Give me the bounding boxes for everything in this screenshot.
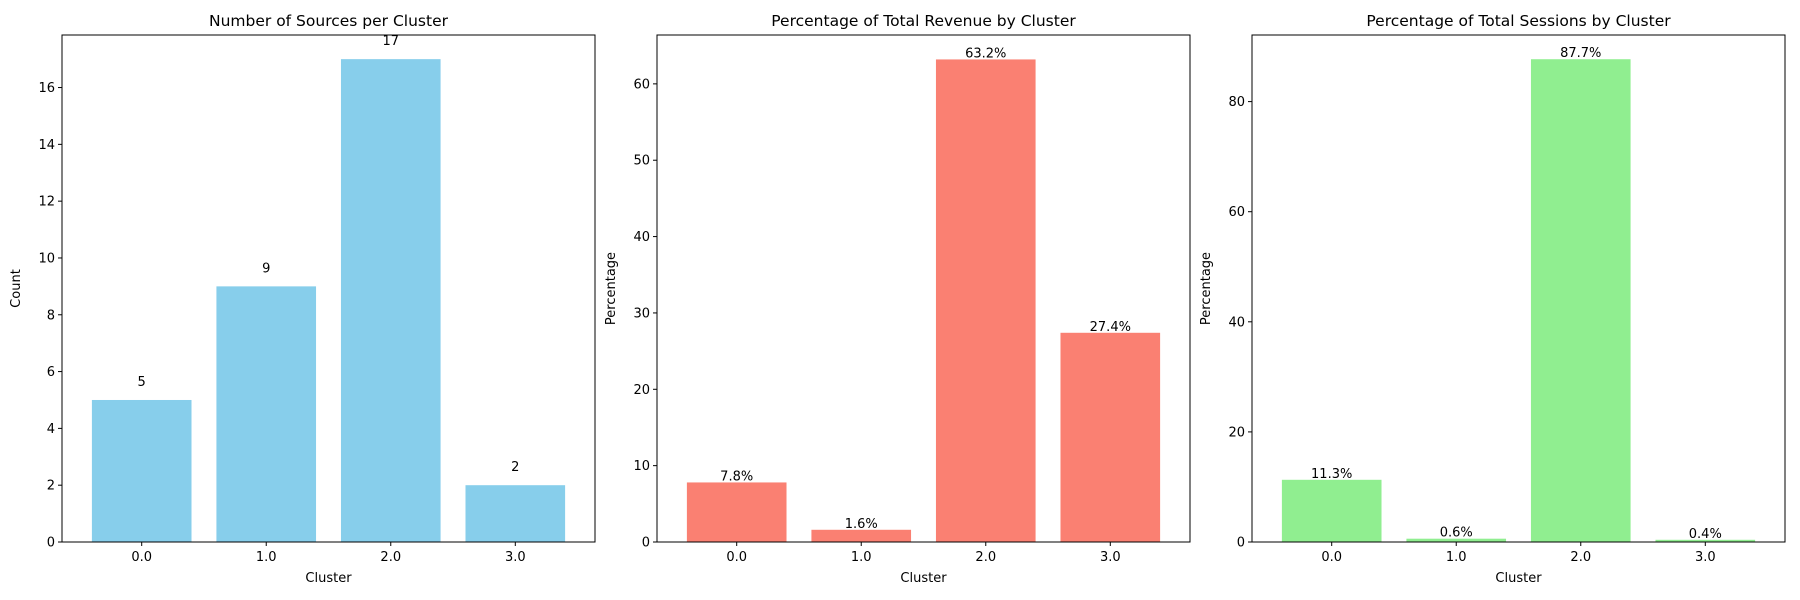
- bar-series: [1281, 59, 1756, 542]
- bar-cluster-3.0: [465, 485, 566, 542]
- y-axis-label: Count: [9, 269, 24, 308]
- y-tick-label: 20: [1228, 425, 1245, 440]
- bar-cluster-0.0: [1281, 479, 1382, 542]
- x-tick-label: 0.0: [726, 550, 747, 565]
- y-tick-label: 10: [633, 459, 650, 474]
- y-axis-ticks: 0 2 4 6 8 10 12 14 16: [38, 81, 62, 551]
- bar-value-label: 11.3%: [1311, 467, 1352, 482]
- bar-value-labels: 7.8% 1.6% 63.2% 27.4%: [720, 46, 1131, 531]
- chart-revenue-by-cluster: Percentage of Total Revenue by Cluster C…: [604, 12, 1191, 586]
- bar-value-label: 27.4%: [1090, 320, 1131, 335]
- y-tick-label: 0: [642, 536, 650, 551]
- chart-title: Percentage of Total Revenue by Cluster: [771, 12, 1076, 30]
- bar-cluster-1.0: [811, 529, 912, 542]
- x-tick-label: 3.0: [1100, 550, 1121, 565]
- bar-value-label: 0.6%: [1440, 526, 1473, 541]
- x-axis-ticks: 0.0 1.0 2.0 3.0: [726, 542, 1121, 565]
- bar-cluster-1.0: [1406, 538, 1507, 542]
- bar-value-label: 9: [262, 261, 270, 276]
- y-tick-label: 2: [47, 479, 55, 494]
- bar-cluster-2.0: [340, 59, 441, 543]
- y-tick-label: 6: [47, 365, 55, 380]
- y-tick-label: 12: [38, 195, 55, 210]
- y-tick-label: 20: [633, 383, 650, 398]
- x-axis-ticks: 0.0 1.0 2.0 3.0: [1321, 542, 1716, 565]
- chart-sessions-by-cluster: Percentage of Total Sessions by Cluster …: [1199, 12, 1786, 586]
- bar-value-label: 63.2%: [965, 46, 1006, 61]
- y-tick-label: 60: [1228, 205, 1245, 220]
- x-axis-label: Cluster: [305, 571, 352, 586]
- y-tick-label: 8: [47, 308, 55, 323]
- x-tick-label: 0.0: [131, 550, 152, 565]
- bar-cluster-0.0: [91, 399, 192, 542]
- bar-value-label: 17: [382, 34, 399, 49]
- x-tick-label: 2.0: [975, 550, 996, 565]
- bar-value-label: 2: [511, 460, 519, 475]
- y-axis-label: Percentage: [604, 252, 619, 325]
- y-axis-ticks: 0 20 40 60 80: [1228, 95, 1252, 551]
- x-tick-label: 3.0: [1695, 550, 1716, 565]
- y-tick-label: 0: [1237, 536, 1245, 551]
- x-tick-label: 1.0: [256, 550, 277, 565]
- bar-cluster-3.0: [1060, 332, 1161, 542]
- x-axis-label: Cluster: [900, 571, 947, 586]
- bar-cluster-2.0: [935, 59, 1036, 542]
- y-tick-label: 4: [47, 422, 55, 437]
- y-tick-label: 80: [1228, 95, 1245, 110]
- bar-value-labels: 11.3% 0.6% 87.7% 0.4%: [1311, 46, 1722, 542]
- x-tick-label: 1.0: [851, 550, 872, 565]
- y-tick-label: 40: [633, 230, 650, 245]
- bar-value-label: 87.7%: [1560, 46, 1601, 61]
- chart-title: Number of Sources per Cluster: [209, 12, 449, 30]
- bar-cluster-3.0: [1655, 539, 1756, 542]
- bar-cluster-1.0: [216, 286, 317, 542]
- y-tick-label: 10: [38, 251, 55, 266]
- y-tick-label: 16: [38, 81, 55, 96]
- y-tick-label: 40: [1228, 315, 1245, 330]
- x-axis-label: Cluster: [1495, 571, 1542, 586]
- plot-frame: [1251, 34, 1786, 543]
- y-axis-label: Percentage: [1199, 252, 1214, 325]
- y-tick-label: 0: [47, 536, 55, 551]
- bar-cluster-2.0: [1530, 59, 1631, 542]
- x-axis-ticks: 0.0 1.0 2.0 3.0: [131, 542, 526, 565]
- y-tick-label: 50: [633, 154, 650, 169]
- bar-value-label: 1.6%: [845, 517, 878, 532]
- x-tick-label: 0.0: [1321, 550, 1342, 565]
- plot-frame: [61, 34, 596, 543]
- bar-series: [686, 59, 1161, 542]
- y-tick-label: 30: [633, 306, 650, 321]
- x-tick-label: 2.0: [1570, 550, 1591, 565]
- plot-frame: [656, 34, 1191, 543]
- bar-value-labels: 5 9 17 2: [138, 34, 520, 475]
- chart-title: Percentage of Total Sessions by Cluster: [1366, 12, 1671, 30]
- bar-cluster-0.0: [686, 482, 787, 542]
- bar-series: [91, 59, 566, 543]
- y-axis-ticks: 0 10 20 30 40 50 60: [633, 77, 657, 551]
- chart-sources-per-cluster: Number of Sources per Cluster Cluster Co…: [9, 12, 596, 586]
- x-tick-label: 3.0: [505, 550, 526, 565]
- y-tick-label: 14: [38, 138, 55, 153]
- bar-value-label: 0.4%: [1689, 527, 1722, 542]
- bar-value-label: 5: [138, 375, 146, 390]
- x-tick-label: 1.0: [1446, 550, 1467, 565]
- bar-value-label: 7.8%: [720, 469, 753, 484]
- y-tick-label: 60: [633, 77, 650, 92]
- x-tick-label: 2.0: [380, 550, 401, 565]
